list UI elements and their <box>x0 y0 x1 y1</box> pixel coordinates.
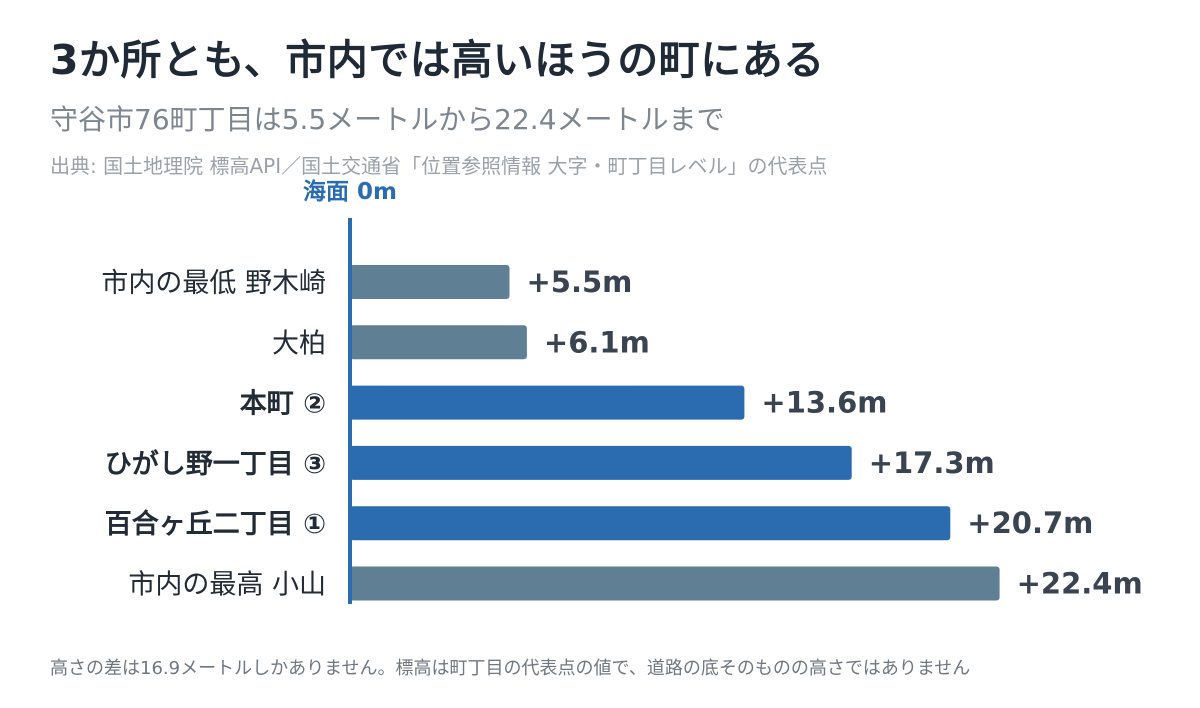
footnote: 高さの差は16.9メートルしかありません。標高は町丁目の代表点の値で、道路の底そ… <box>50 658 971 679</box>
value-label-4: +20.7m <box>967 506 1093 540</box>
bar-2 <box>350 385 745 420</box>
category-label-3: ひがし野一丁目 ③ <box>105 448 326 480</box>
chart-subtitle: 守谷市76町丁目は5.5メートルから22.4メートルまで <box>50 103 725 136</box>
category-label-1: 大柏 <box>272 328 326 359</box>
bars-group: 市内の最低 野木崎 +5.5m 大柏 +6.1m 本町 ② +13.6m ひがし野一丁目 ③… <box>101 265 1143 601</box>
bar-0 <box>350 265 510 299</box>
value-label-3: +17.3m <box>869 446 995 480</box>
bar-5 <box>350 566 1000 601</box>
sea-level-axis-label: 海面 0m <box>303 178 397 205</box>
value-label-2: +13.6m <box>761 386 887 420</box>
bar-3 <box>350 445 852 480</box>
bar-1 <box>350 325 527 360</box>
value-label-5: +22.4m <box>1017 567 1143 601</box>
category-label-5: 市内の最高 小山 <box>128 570 326 601</box>
chart-title: 3か所とも、市内では高いほうの町にある <box>50 36 825 84</box>
value-label-0: +5.5m <box>527 265 633 299</box>
source-note: 出典: 国土地理院 標高API／国土交通省「位置参照情報 大字・町丁目レベル」の… <box>50 154 828 178</box>
category-label-0: 市内の最低 野木崎 <box>101 268 326 299</box>
bar-4 <box>350 506 951 541</box>
category-label-4: 百合ヶ丘二丁目 ① <box>105 508 326 540</box>
value-label-1: +6.1m <box>544 325 650 359</box>
category-label-2: 本町 ② <box>240 389 326 420</box>
